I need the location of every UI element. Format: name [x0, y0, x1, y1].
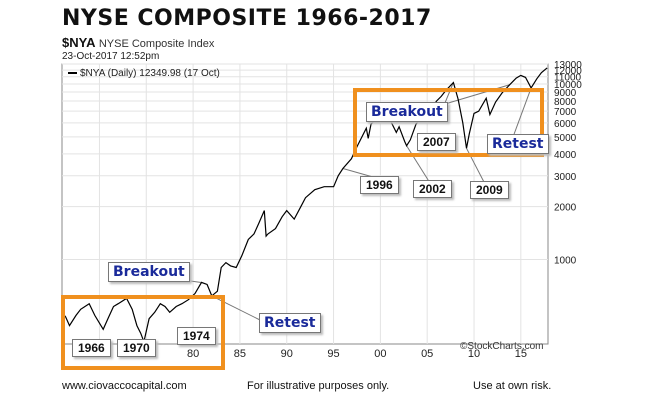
- footer-disclaimer: For illustrative purposes only.: [247, 380, 390, 392]
- legend-line-swatch: [68, 72, 77, 75]
- year-label-2009: 2009: [470, 181, 509, 199]
- index-name: NYSE Composite Index: [98, 38, 215, 50]
- y-tick-label: 2000: [554, 203, 577, 214]
- year-label-2007: 2007: [417, 133, 456, 151]
- year-label-1996: 1996: [360, 176, 399, 194]
- breakout-2-pointer: [444, 84, 510, 105]
- year-label-1974: 1974: [177, 327, 216, 345]
- symbol-line: $NYA NYSE Composite Index: [62, 35, 214, 50]
- x-tick-label: 15: [515, 348, 527, 360]
- highlight-box-1996-2017: [353, 88, 544, 157]
- plot-area-border: [61, 63, 549, 345]
- retest-2-pointer: [512, 87, 532, 138]
- y-tick-label: 3000: [554, 172, 577, 183]
- y-tick-label: 11000: [554, 73, 582, 84]
- footer-risk-note: Use at own risk.: [473, 380, 552, 392]
- y-tick-label: 13000: [554, 60, 582, 71]
- y-tick-label: 6000: [554, 119, 577, 130]
- retest-callout-2: Retest: [487, 134, 549, 154]
- footer-website: www.ciovaccocapital.com: [62, 380, 187, 392]
- x-tick-label: 00: [374, 348, 386, 360]
- chart-title: NYSE COMPOSITE 1966-2017: [62, 6, 432, 31]
- y-tick-label: 12000: [554, 66, 582, 77]
- y-tick-label: 8000: [554, 97, 577, 108]
- y-tick-label: 1000: [554, 255, 577, 266]
- y-tick-label: 7000: [554, 107, 577, 118]
- ticker-symbol: $NYA: [62, 35, 96, 50]
- breakout-callout-1: Breakout: [108, 262, 190, 282]
- legend-label: $NYA (Daily) 12349.98 (17 Oct): [80, 68, 220, 79]
- y-tick-label: 5000: [554, 133, 577, 144]
- x-tick-label: 80: [187, 348, 199, 360]
- chart-timestamp: 23-Oct-2017 12:52pm: [62, 51, 160, 62]
- year-2002-pointer: [406, 145, 431, 184]
- year-label-2002: 2002: [413, 180, 452, 198]
- breakout-callout-2: Breakout: [366, 102, 448, 122]
- highlight-box-1966-1982: [61, 295, 225, 370]
- x-tick-label: 85: [234, 348, 246, 360]
- year-label-1970: 1970: [117, 339, 156, 357]
- y-tick-label: 10000: [554, 80, 582, 91]
- x-tick-label: 90: [281, 348, 293, 360]
- series-legend: $NYA (Daily) 12349.98 (17 Oct): [68, 68, 220, 79]
- x-tick-label: 05: [421, 348, 433, 360]
- retest-callout-1: Retest: [259, 313, 321, 333]
- stockcharts-watermark: ©StockCharts.com: [460, 341, 544, 352]
- retest-1-pointer: [211, 295, 261, 321]
- y-tick-label: 9000: [554, 88, 577, 99]
- x-tick-label: 10: [468, 348, 480, 360]
- x-tick-label: 95: [327, 348, 339, 360]
- y-tick-label: 4000: [554, 150, 577, 161]
- year-label-1966: 1966: [72, 339, 111, 357]
